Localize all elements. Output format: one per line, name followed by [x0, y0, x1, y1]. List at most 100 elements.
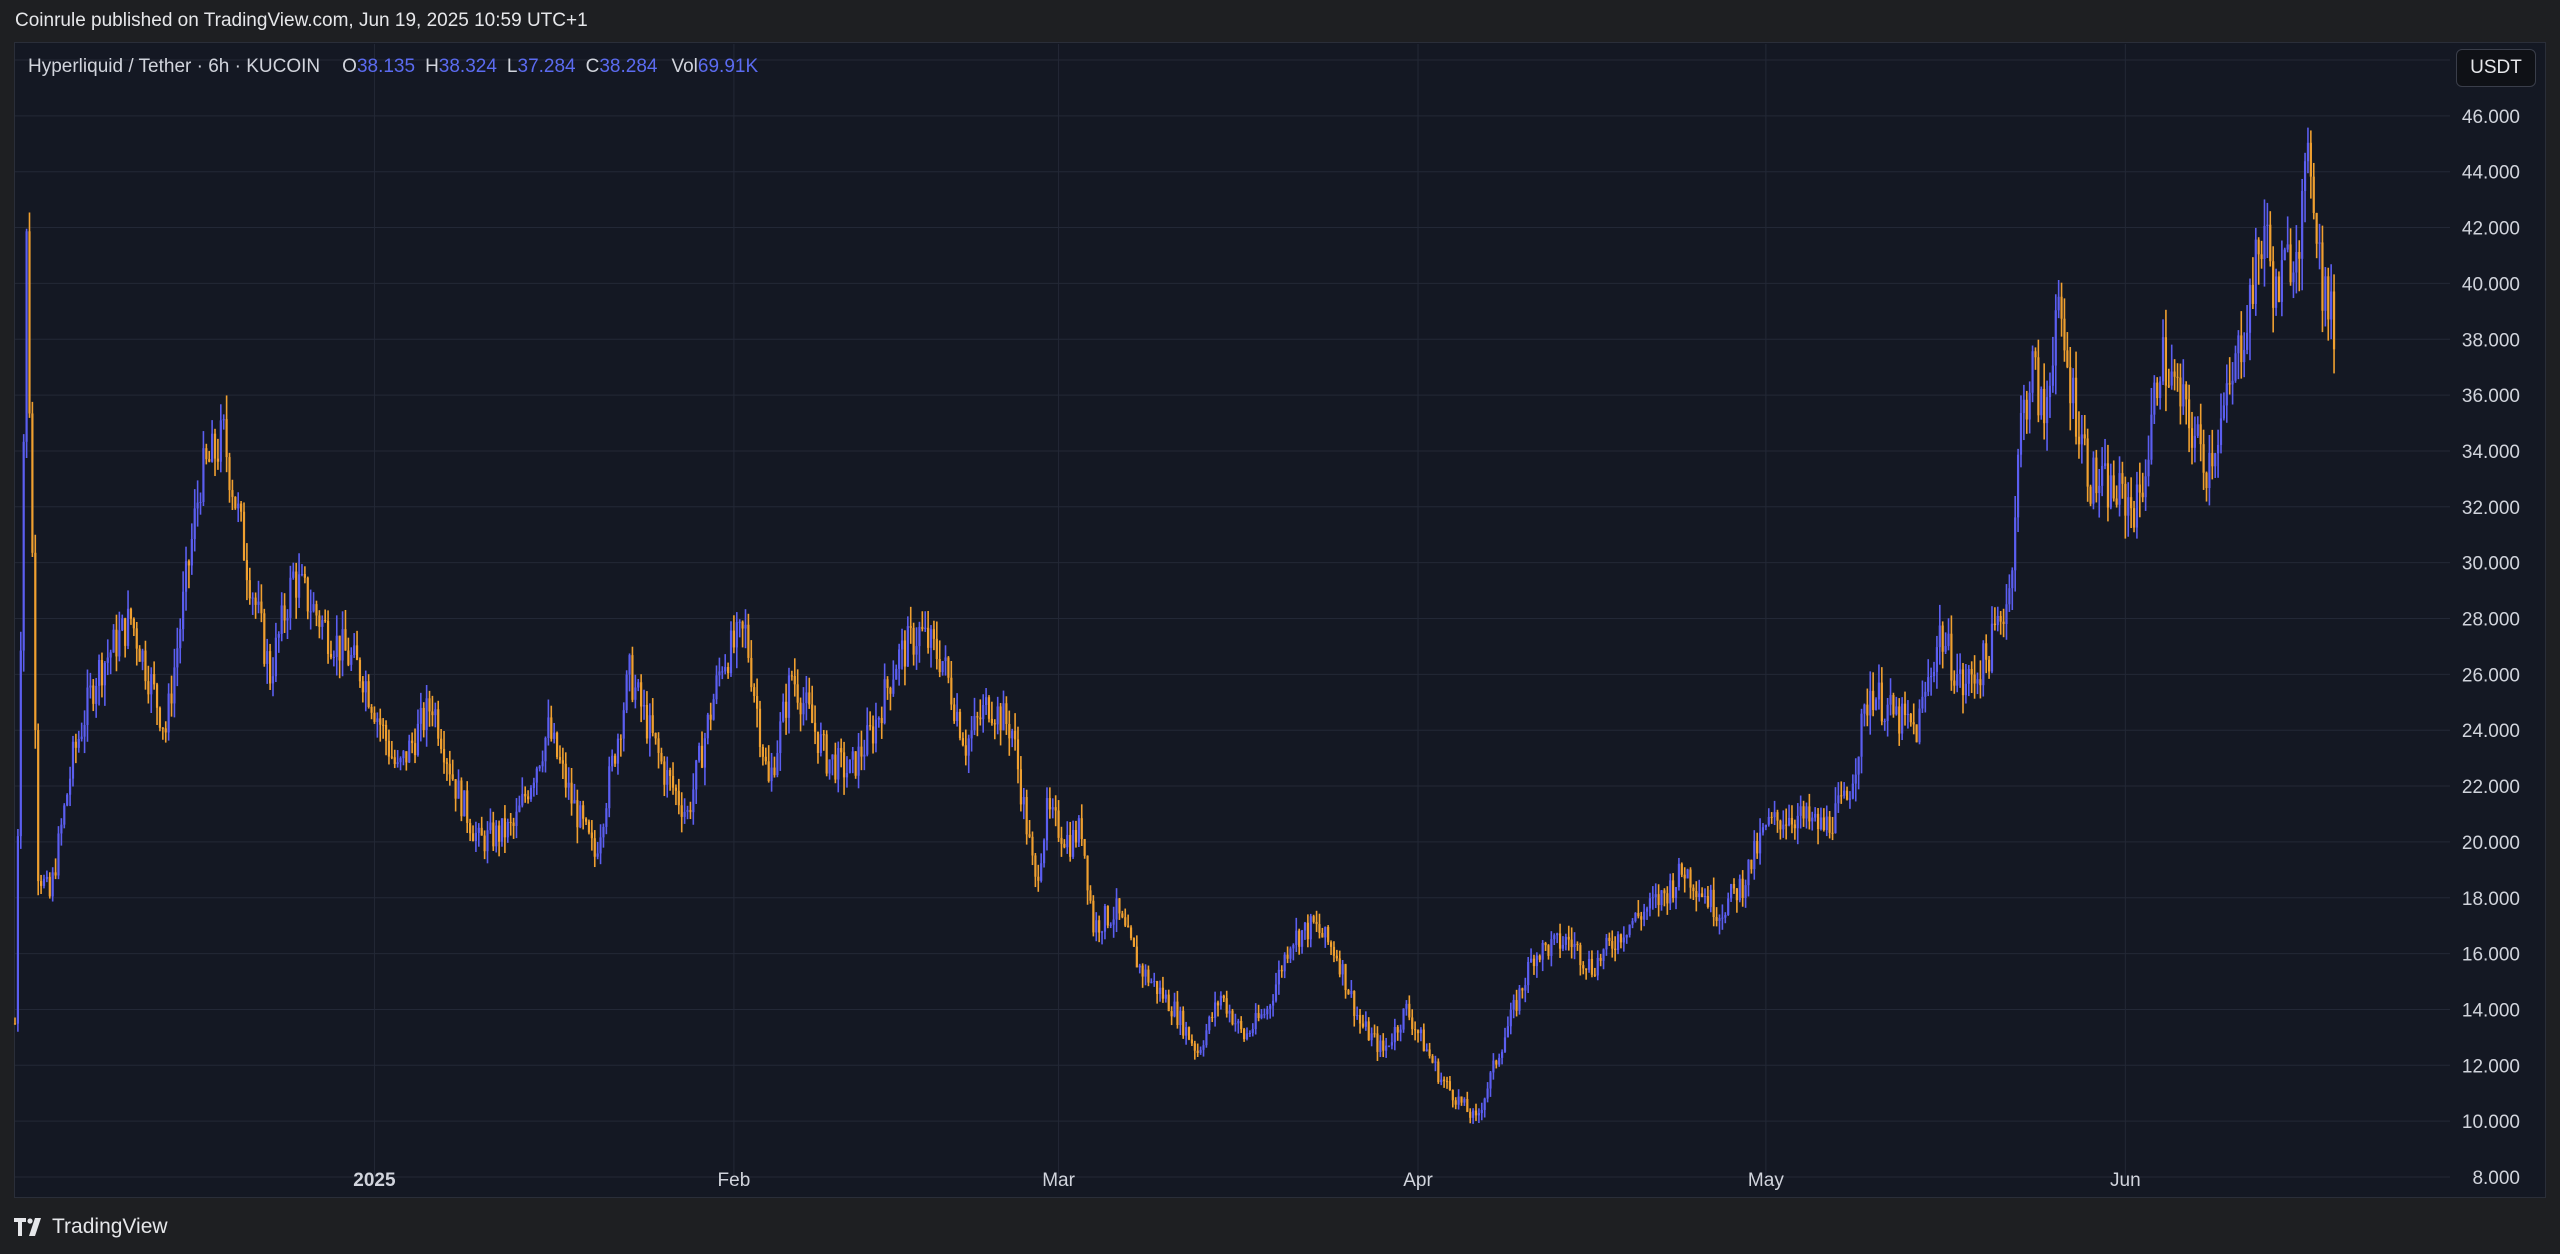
candle-body	[1579, 945, 1582, 966]
candle-body	[1825, 816, 1828, 831]
candle-body	[347, 650, 350, 665]
candle-body	[1901, 703, 1904, 734]
candle-body	[2208, 452, 2211, 489]
candle-body	[1060, 837, 1063, 844]
candle-body	[811, 704, 814, 723]
candle-body	[1121, 913, 1124, 918]
candle-body	[161, 727, 164, 729]
candle-body	[1915, 724, 1918, 743]
candle-body	[95, 685, 98, 704]
candle-body	[1976, 679, 1979, 684]
candle-body	[793, 676, 796, 685]
candle-body	[2312, 176, 2315, 213]
candle-body	[1025, 797, 1028, 835]
candle-body	[158, 707, 162, 728]
candle-body	[1245, 1033, 1249, 1040]
candle-body	[1857, 756, 1860, 775]
candle-body	[48, 876, 51, 897]
candle-body	[2057, 296, 2060, 311]
candle-body	[2237, 335, 2240, 354]
candle-body	[463, 790, 466, 817]
candle-body	[2037, 357, 2040, 416]
candle-body	[1460, 1096, 1463, 1103]
candle-body	[1466, 1099, 1469, 1112]
candle-body	[1019, 769, 1022, 805]
candle-body	[1474, 1110, 1478, 1116]
candle-body	[2153, 382, 2156, 415]
candle-body	[231, 490, 234, 497]
candle-body	[1266, 1008, 1269, 1015]
candle-body	[509, 821, 512, 823]
candle-body	[576, 800, 579, 828]
candle-body	[1608, 937, 1611, 942]
candle-body	[1028, 834, 1031, 837]
candle-body	[376, 718, 379, 722]
candle-body	[1843, 790, 1846, 796]
candle-body	[1356, 1015, 1359, 1017]
candle-body	[1744, 885, 1747, 899]
candle-body	[1379, 1040, 1382, 1052]
candle-body	[584, 818, 588, 822]
candle-body	[2269, 224, 2272, 262]
candle-body	[2196, 424, 2199, 436]
candle-body	[2202, 444, 2205, 473]
chart-pane[interactable]	[14, 42, 2546, 1198]
candle-body	[1950, 633, 1953, 681]
candle-body	[280, 605, 283, 635]
candle-body	[613, 755, 617, 764]
candle-body	[1721, 917, 1724, 919]
candle-body	[663, 761, 666, 785]
candle-body	[225, 419, 228, 458]
candle-body	[2245, 332, 2249, 350]
candle-body	[251, 597, 254, 599]
candle-body	[2315, 212, 2318, 244]
candle-body	[1506, 1026, 1509, 1038]
candle-body	[660, 752, 663, 762]
candle-body	[747, 624, 750, 658]
candle-body	[1787, 817, 1791, 826]
candle-body	[1550, 939, 1553, 956]
candle-body	[1532, 958, 1536, 967]
symbol-title[interactable]: Hyperliquid / Tether · 6h · KUCOIN	[28, 56, 321, 77]
candle-body	[19, 650, 22, 837]
volume-value: 69.91K	[697, 56, 759, 77]
candle-body	[1805, 806, 1808, 819]
candle-body	[2327, 276, 2330, 320]
candle-body	[805, 692, 808, 704]
footer-brand[interactable]: TradingView	[14, 1212, 168, 1242]
candle-body	[242, 511, 246, 561]
candle-body	[1292, 944, 1295, 949]
candle-body	[297, 574, 301, 598]
candle-body	[2167, 385, 2170, 387]
y-axis-tick-label: 40.000	[2462, 274, 2520, 295]
candle-body	[393, 757, 396, 765]
candle-body	[932, 629, 936, 639]
candle-body	[184, 561, 188, 592]
candle-body	[857, 746, 860, 776]
candle-body	[445, 762, 449, 764]
candle-body	[2283, 249, 2286, 261]
candle-body	[1040, 863, 1043, 881]
candle-body	[1651, 897, 1654, 899]
candle-body	[1373, 1033, 1376, 1035]
candle-body	[729, 630, 733, 674]
candle-body	[938, 659, 941, 673]
candle-body	[622, 710, 625, 739]
x-axis-tick-label: Mar	[1042, 1170, 1075, 1191]
candle-body	[86, 687, 89, 726]
candle-body	[1428, 1049, 1431, 1057]
candle-body	[1440, 1079, 1443, 1083]
candle-body	[355, 645, 359, 660]
candle-body	[1918, 708, 1921, 743]
candle-body	[642, 704, 646, 707]
candle-body	[1318, 924, 1321, 933]
candle-body	[1541, 942, 1544, 960]
candle-body	[784, 701, 788, 718]
currency-button[interactable]: USDT	[2456, 49, 2536, 87]
candle-body	[106, 657, 109, 663]
candle-body	[918, 626, 921, 647]
candle-body	[645, 704, 649, 739]
candle-body	[1706, 896, 1710, 907]
candle-body	[1399, 1029, 1402, 1033]
